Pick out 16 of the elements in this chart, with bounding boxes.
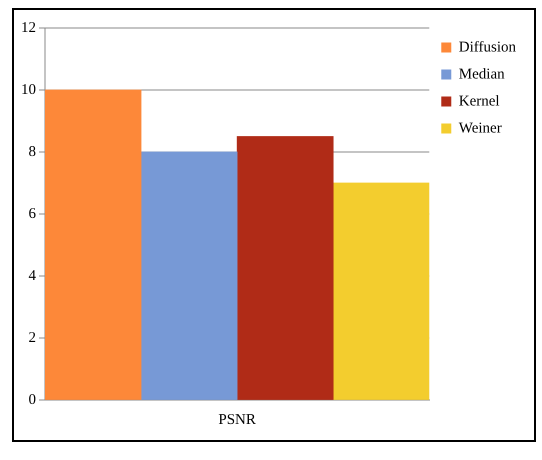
bar	[332, 182, 430, 400]
y-tick-label: 10	[21, 82, 36, 98]
bar	[140, 152, 238, 400]
bar	[236, 136, 334, 400]
y-tick-label: 4	[28, 268, 36, 284]
y-tick-label: 8	[28, 144, 36, 160]
legend-label: Kernel	[458, 93, 500, 110]
legend-label: Median	[458, 66, 506, 82]
x-tick-label: PSNR	[218, 412, 256, 428]
y-tick-label: 12	[21, 20, 36, 36]
y-tick-label: 0	[28, 392, 36, 408]
legend-label: Diffusion	[458, 39, 516, 56]
y-tick-label: 2	[28, 330, 36, 346]
y-tick-label: 6	[28, 206, 36, 222]
bar	[45, 90, 142, 400]
legend-label: Weiner	[458, 120, 502, 136]
